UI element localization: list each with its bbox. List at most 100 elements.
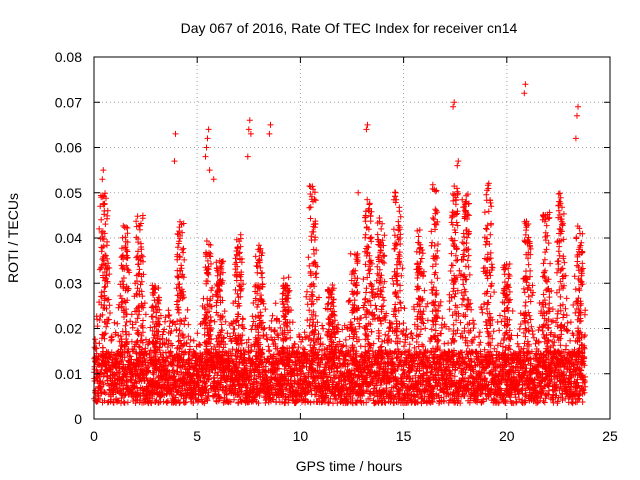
data-point bbox=[101, 389, 108, 396]
data-point bbox=[265, 343, 272, 350]
data-point bbox=[169, 320, 176, 326]
data-point bbox=[439, 315, 446, 322]
data-point bbox=[145, 367, 152, 374]
data-point bbox=[94, 316, 101, 323]
data-point bbox=[165, 307, 172, 314]
data-point bbox=[169, 359, 176, 365]
data-point bbox=[373, 306, 380, 312]
data-point bbox=[202, 384, 208, 391]
data-point bbox=[186, 366, 193, 373]
data-point bbox=[164, 362, 171, 369]
data-point bbox=[115, 332, 122, 339]
data-point bbox=[96, 340, 103, 347]
data-point bbox=[114, 320, 121, 327]
data-point bbox=[231, 326, 238, 333]
data-point bbox=[482, 241, 489, 248]
data-point bbox=[320, 325, 327, 332]
data-point bbox=[157, 312, 164, 319]
data-point bbox=[464, 257, 471, 264]
data-point bbox=[92, 336, 99, 343]
data-point bbox=[103, 367, 110, 374]
data-point bbox=[211, 318, 218, 325]
data-point bbox=[194, 368, 201, 374]
data-point bbox=[176, 400, 183, 407]
data-point bbox=[190, 337, 197, 344]
data-point bbox=[496, 327, 503, 334]
data-point bbox=[368, 238, 375, 245]
data-point bbox=[400, 320, 407, 327]
data-point bbox=[529, 331, 536, 338]
data-point bbox=[119, 278, 126, 285]
data-point bbox=[126, 353, 133, 359]
data-point bbox=[196, 341, 203, 348]
data-point bbox=[221, 308, 228, 315]
data-series bbox=[91, 81, 589, 407]
data-point bbox=[479, 309, 486, 316]
data-point bbox=[476, 329, 483, 336]
data-point bbox=[126, 269, 133, 276]
data-point bbox=[159, 331, 166, 338]
data-point bbox=[222, 318, 229, 325]
data-point bbox=[142, 345, 149, 352]
data-point bbox=[187, 346, 193, 353]
data-point bbox=[184, 306, 191, 313]
data-point bbox=[272, 300, 279, 307]
data-point bbox=[517, 321, 524, 328]
data-point bbox=[268, 317, 275, 324]
data-point bbox=[122, 322, 129, 329]
data-point bbox=[180, 334, 187, 341]
data-point bbox=[106, 302, 113, 309]
data-point bbox=[447, 268, 454, 274]
data-point bbox=[305, 254, 312, 261]
data-point bbox=[173, 285, 180, 292]
data-point bbox=[304, 288, 310, 295]
data-point bbox=[161, 340, 167, 347]
data-point bbox=[190, 400, 197, 406]
data-point bbox=[514, 332, 521, 339]
data-point bbox=[547, 260, 554, 267]
data-point bbox=[216, 386, 222, 393]
data-point bbox=[208, 317, 215, 324]
data-point bbox=[415, 233, 422, 240]
data-point bbox=[161, 326, 168, 333]
data-point bbox=[117, 333, 124, 340]
data-point bbox=[141, 300, 148, 307]
data-point bbox=[487, 249, 494, 256]
data-point bbox=[325, 399, 332, 406]
data-point bbox=[148, 400, 155, 407]
data-point bbox=[181, 349, 187, 356]
data-point bbox=[441, 340, 448, 347]
data-point bbox=[201, 400, 208, 407]
data-point bbox=[97, 395, 103, 402]
data-point bbox=[185, 321, 192, 328]
data-point bbox=[164, 398, 171, 404]
data-point bbox=[100, 381, 107, 388]
data-point bbox=[262, 306, 269, 313]
data-point bbox=[165, 313, 172, 319]
data-point bbox=[164, 381, 171, 388]
data-point bbox=[96, 317, 103, 323]
data-point bbox=[162, 318, 168, 325]
data-point bbox=[173, 382, 180, 389]
data-point bbox=[476, 333, 482, 340]
data-point bbox=[269, 312, 276, 319]
data-point bbox=[446, 306, 453, 313]
data-point bbox=[558, 266, 565, 273]
data-point bbox=[358, 315, 365, 321]
data-point bbox=[249, 313, 256, 320]
data-point bbox=[111, 319, 118, 326]
data-point bbox=[529, 292, 536, 299]
data-point bbox=[146, 338, 153, 345]
data-point bbox=[516, 326, 523, 332]
data-point bbox=[132, 400, 139, 406]
data-point bbox=[128, 338, 135, 345]
data-point bbox=[104, 399, 111, 406]
data-point bbox=[186, 356, 193, 363]
data-point bbox=[102, 390, 109, 397]
data-point bbox=[289, 319, 296, 326]
data-point bbox=[166, 312, 173, 318]
data-point bbox=[189, 394, 196, 401]
data-point bbox=[174, 368, 181, 375]
data-point bbox=[385, 332, 392, 339]
